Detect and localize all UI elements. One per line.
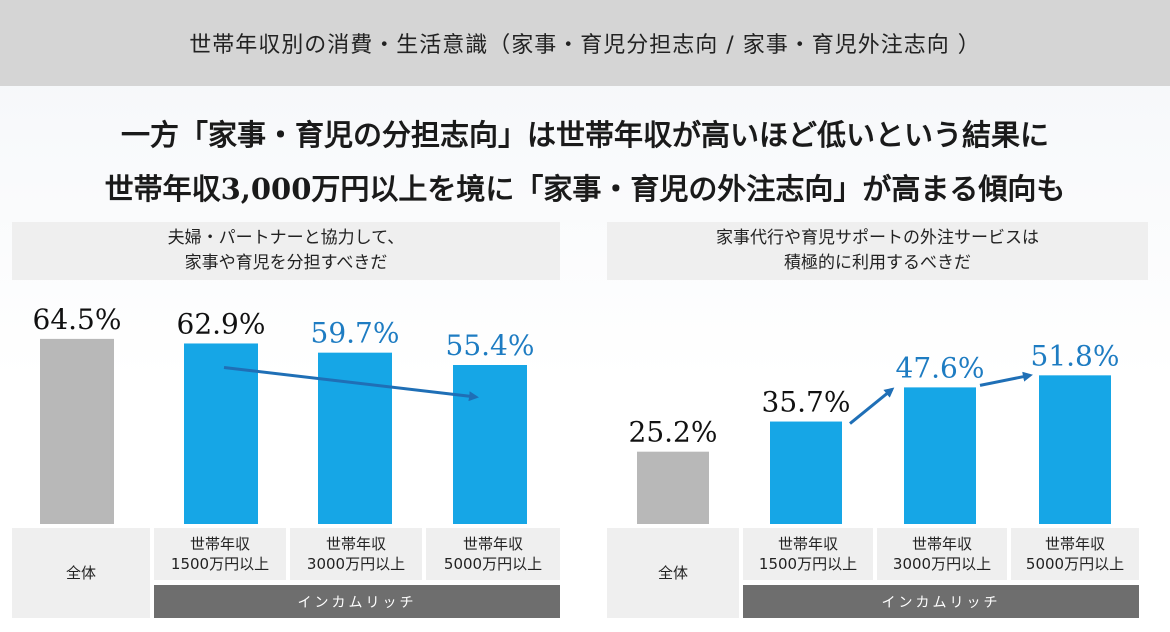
left-chart-title: 夫婦・パートナーと協力して、 家事や育児を分担すべきだ	[12, 222, 560, 280]
left-value-label-0: 64.5%	[33, 303, 122, 336]
right-bar-1	[770, 421, 842, 524]
right-value-label-0: 25.2%	[629, 416, 718, 449]
category-label-line-2: 5000万円以上	[1025, 555, 1125, 573]
right-chart-title-line-1: 家事代行や育児サポートの外注サービスは	[716, 228, 1039, 248]
category-label-line-1: 世帯年収	[777, 535, 838, 553]
right-category-3000: 世帯年収 3000万円以上	[877, 528, 1007, 580]
left-bar-3	[453, 365, 527, 524]
category-label-line-1: 世帯年収	[462, 535, 523, 553]
left-category-5000: 世帯年収 5000万円以上	[426, 528, 560, 580]
left-chart-title-line-1: 夫婦・パートナーと協力して、	[167, 228, 405, 248]
category-label-line-2: 3000万円以上	[892, 555, 992, 573]
page-title: 世帯年収別の消費・生活意識（家事・育児分担志向 / 家事・育児外注志向 ）	[189, 33, 981, 58]
category-label-line-1: 世帯年収	[189, 535, 250, 553]
left-bar-0	[40, 338, 114, 524]
left-category-1500: 世帯年収 1500万円以上	[154, 528, 286, 580]
right-chart-title: 家事代行や育児サポートの外注サービスは 積極的に利用するべきだ	[607, 222, 1148, 280]
left-group-label: インカムリッチ	[154, 585, 560, 618]
left-category-overall: 全体	[12, 528, 150, 618]
headline-line-2: 世帯年収3,000万円以上を境に「家事・育児の外注志向」が高まる傾向も	[104, 172, 1066, 206]
right-category-1500: 世帯年収 1500万円以上	[743, 528, 873, 580]
right-trend-arrow-2	[979, 371, 1033, 387]
left-value-label-2: 59.7%	[311, 317, 400, 350]
category-label-line-1: 世帯年収	[325, 535, 386, 553]
left-value-label-1: 62.9%	[177, 307, 266, 340]
category-label-line-1: 世帯年収	[1044, 535, 1105, 553]
right-category-overall: 全体	[607, 528, 739, 618]
left-chart-title-line-2: 家事や育児を分担すべきだ	[184, 253, 388, 273]
category-label: 全体	[657, 564, 688, 582]
left-value-label-3: 55.4%	[446, 329, 535, 362]
left-bar-1	[184, 343, 258, 524]
right-chart-title-line-2: 積極的に利用するべきだ	[784, 253, 971, 273]
category-label-line-2: 1500万円以上	[758, 555, 858, 573]
category-label-line-2: 1500万円以上	[170, 555, 270, 573]
category-label-line-1: 世帯年収	[911, 535, 972, 553]
left-category-3000: 世帯年収 3000万円以上	[290, 528, 422, 580]
headline-line-1: 一方「家事・育児の分担志向」は世帯年収が高いほど低いという結果に	[120, 118, 1049, 152]
right-category-5000: 世帯年収 5000万円以上	[1011, 528, 1139, 580]
right-bar-0	[637, 451, 709, 524]
category-label-line-2: 5000万円以上	[443, 555, 543, 573]
category-label-line-2: 3000万円以上	[306, 555, 406, 573]
category-label: 全体	[65, 564, 96, 582]
page-header: 世帯年収別の消費・生活意識（家事・育児分担志向 / 家事・育児外注志向 ）	[0, 0, 1170, 86]
right-value-label-3: 51.8%	[1031, 339, 1120, 372]
right-value-label-1: 35.7%	[762, 386, 851, 419]
right-bar-3	[1039, 375, 1111, 524]
right-bar-2	[904, 387, 976, 524]
right-value-label-2: 47.6%	[896, 351, 985, 384]
right-trend-arrow-1	[849, 387, 895, 425]
left-trend-arrow	[223, 365, 479, 402]
right-group-label: インカムリッチ	[743, 585, 1139, 618]
